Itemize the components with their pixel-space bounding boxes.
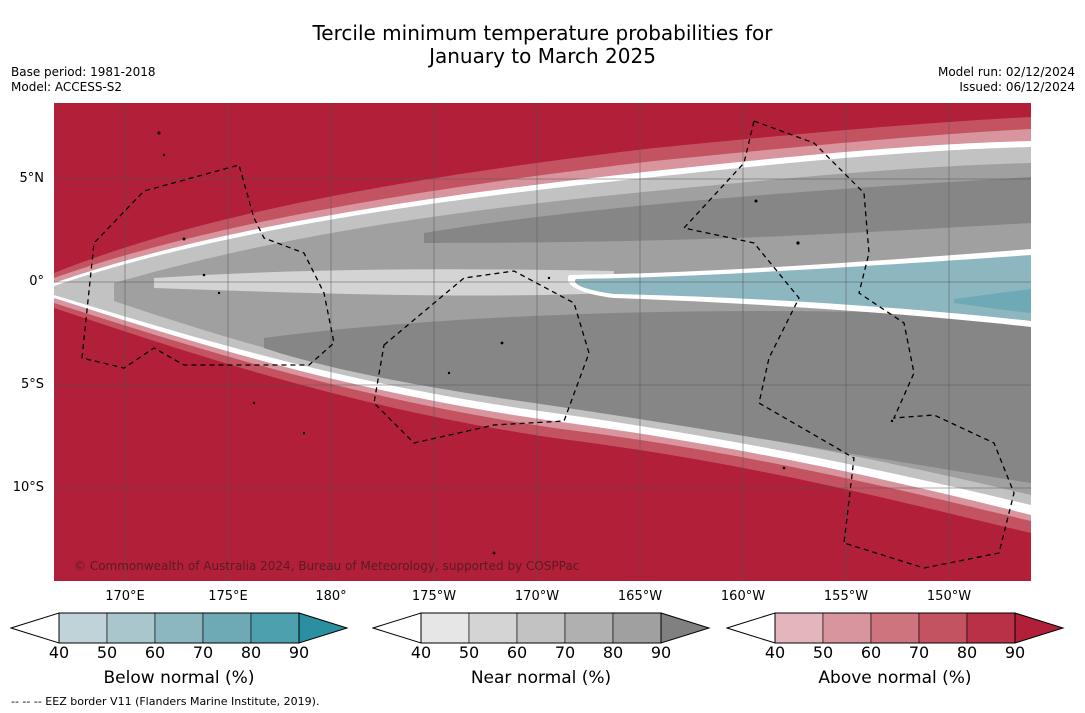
- lat-label-0: 0°: [29, 274, 44, 289]
- colorbar-near-tick: 70: [554, 643, 576, 662]
- issued-date: Issued: 06/12/2024: [959, 80, 1075, 94]
- colorbar-above-arrow: [1014, 612, 1065, 644]
- eez-footnote: -- -- -- EEZ border V11 (Flanders Marine…: [11, 695, 320, 708]
- lat-label-10s: 10°S: [12, 480, 44, 495]
- colorbar-above-segment: [966, 612, 1016, 644]
- colorbar-above-segment: [774, 612, 824, 644]
- colorbar-near-segment: [516, 612, 566, 644]
- probability-map: © Commonwealth of Australia 2024, Bureau…: [54, 103, 1031, 581]
- base-period: Base period: 1981-2018: [11, 65, 156, 79]
- colorbar-above-label: Above normal (%): [818, 668, 972, 688]
- meta-left: Base period: 1981-2018 Model: ACCESS-S2: [11, 65, 156, 95]
- colorbar-below-segment: [106, 612, 156, 644]
- colorbar-below-segment: [58, 612, 108, 644]
- colorbar-below-tick: 70: [192, 643, 214, 662]
- colorbar-above-segment: [918, 612, 968, 644]
- graticule: [54, 103, 1031, 581]
- eez-border-west: [81, 164, 335, 369]
- colorbar-below-tick: 90: [288, 643, 310, 662]
- lat-label-5n: 5°N: [19, 171, 45, 186]
- colorbar-near-label: Near normal (%): [470, 668, 612, 688]
- colorbar-below-segments: [58, 612, 300, 644]
- below-normal-field: [574, 255, 1031, 321]
- lon-label-170w: 170°W: [514, 589, 560, 604]
- colorbar-above-segment: [870, 612, 920, 644]
- colorbar-below-segment: [250, 612, 300, 644]
- colorbar-near-extend: [372, 612, 422, 644]
- lon-label-160w: 160°W: [720, 589, 766, 604]
- colorbar-near-segments: [420, 612, 662, 644]
- colorbar-above-segment: [822, 612, 872, 644]
- colorbar-below-tick: 60: [144, 643, 166, 662]
- colorbar-below: [10, 612, 349, 644]
- model-run: Model run: 02/12/2024: [937, 65, 1075, 79]
- title-line-1: Tercile minimum temperature probabilitie…: [312, 21, 773, 45]
- colorbar-above-tick: 80: [956, 643, 978, 662]
- below-normal-core: [954, 289, 1031, 313]
- colorbar-below-label: Below normal (%): [103, 668, 255, 688]
- title-line-2: January to March 2025: [429, 44, 656, 68]
- colorbar-near-segment: [564, 612, 614, 644]
- colorbar-above-tick: 90: [1004, 643, 1026, 662]
- colorbar-near: [372, 612, 711, 644]
- colorbar-below-segment: [154, 612, 204, 644]
- colorbar-near-segment: [468, 612, 518, 644]
- eez-borders: [81, 120, 1015, 569]
- colorbar-above-tick: 50: [812, 643, 834, 662]
- colorbar-above: [726, 612, 1065, 644]
- colorbar-below-tick: 80: [240, 643, 262, 662]
- colorbar-above-tick: 40: [764, 643, 786, 662]
- near-normal-dark-south: [264, 310, 1031, 483]
- lon-label-155w: 155°W: [823, 589, 869, 604]
- colorbar-below-extend: [10, 612, 60, 644]
- eez-border-central: [373, 270, 590, 444]
- colorbar-near-tick: 90: [650, 643, 672, 662]
- lon-label-180: 180°: [315, 589, 347, 604]
- colorbar-near-tick: 50: [458, 643, 480, 662]
- colorbar-below-tick: 50: [96, 643, 118, 662]
- colorbar-above-tick: 60: [860, 643, 882, 662]
- colorbar-near-tick: 40: [410, 643, 432, 662]
- map-title: Tercile minimum temperature probabilitie…: [0, 22, 1085, 68]
- lon-label-175w: 175°W: [411, 589, 457, 604]
- lon-label-170e: 170°E: [105, 589, 145, 604]
- near-normal-light-tongue: [154, 269, 614, 296]
- colorbar-near-segment: [420, 612, 470, 644]
- near-normal-dark-north: [424, 177, 1031, 243]
- lon-label-165w: 165°W: [617, 589, 663, 604]
- colorbar-below-segment: [202, 612, 252, 644]
- colorbar-below-arrow: [298, 612, 349, 644]
- eez-border-east: [682, 120, 1015, 569]
- lon-label-175e: 175°E: [208, 589, 248, 604]
- lat-label-5s: 5°S: [20, 377, 44, 392]
- model-name: Model: ACCESS-S2: [11, 80, 123, 94]
- colorbar-near-tick: 60: [506, 643, 528, 662]
- map-attribution: © Commonwealth of Australia 2024, Bureau…: [74, 559, 579, 573]
- islands: [157, 131, 894, 555]
- colorbar-above-segments: [774, 612, 1016, 644]
- colorbar-above-extend: [726, 612, 776, 644]
- colorbar-near-segment: [612, 612, 662, 644]
- colorbar-above-tick: 70: [908, 643, 930, 662]
- colorbar-below-tick: 40: [48, 643, 70, 662]
- lon-label-150w: 150°W: [926, 589, 972, 604]
- colorbar-near-arrow: [660, 612, 711, 644]
- colorbar-near-tick: 80: [602, 643, 624, 662]
- meta-right: Model run: 02/12/2024 Issued: 06/12/2024: [938, 65, 1075, 95]
